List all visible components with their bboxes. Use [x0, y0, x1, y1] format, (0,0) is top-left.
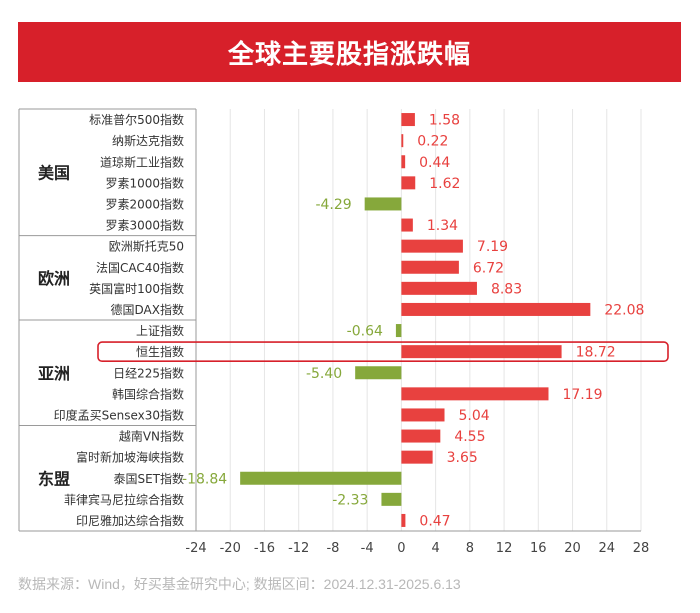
- bar: [401, 513, 406, 527]
- category-label: 罗素1000指数: [105, 175, 184, 190]
- bar: [401, 302, 591, 316]
- bar: [355, 366, 402, 380]
- category-label: 标准普尔500指数: [89, 112, 184, 127]
- x-tick-label: -24: [185, 541, 206, 556]
- x-tick-label: 8: [466, 541, 474, 556]
- value-label: 22.08: [604, 302, 644, 318]
- category-label: 富时新加坡海峡指数: [76, 450, 184, 465]
- bar: [401, 260, 459, 274]
- category-label: 菲律宾马尼拉综合指数: [64, 492, 184, 507]
- value-label: 1.58: [429, 113, 460, 129]
- x-tick-label: 28: [633, 541, 650, 556]
- x-tick-label: -16: [254, 541, 275, 556]
- bar: [401, 387, 549, 401]
- bar: [240, 471, 402, 485]
- x-tick-label: -8: [326, 541, 339, 556]
- x-tick-label: -20: [220, 541, 241, 556]
- category-label: 纳斯达克指数: [112, 133, 184, 148]
- value-label: -18.84: [182, 471, 227, 487]
- bar: [381, 492, 402, 506]
- category-label: 欧洲斯托克50: [109, 240, 184, 254]
- bar: [401, 408, 445, 422]
- bar: [401, 218, 413, 232]
- x-tick-label: 20: [564, 541, 581, 556]
- category-label: 罗素2000指数: [105, 196, 184, 211]
- value-label: 0.22: [417, 134, 448, 150]
- value-label: -2.33: [332, 492, 368, 508]
- x-tick-label: 4: [431, 541, 439, 556]
- value-label: -0.64: [347, 324, 383, 340]
- bar: [401, 450, 433, 464]
- category-label: 韩国综合指数: [112, 386, 184, 401]
- category-label: 罗素3000指数: [105, 218, 184, 233]
- category-label: 泰国SET指数: [113, 471, 184, 486]
- value-label: 6.72: [473, 260, 504, 276]
- bar: [401, 281, 477, 295]
- chart-title: 全球主要股指涨跌幅: [227, 39, 471, 70]
- group-label: 美国: [38, 163, 70, 182]
- x-tick-label: 24: [598, 541, 615, 556]
- value-label: 7.19: [477, 239, 508, 255]
- x-tick-label: -4: [361, 541, 374, 556]
- x-tick-label: 16: [530, 541, 547, 556]
- bar: [401, 239, 463, 253]
- bar: [401, 134, 404, 148]
- value-label: 1.62: [429, 176, 460, 192]
- category-label: 印尼雅加达综合指数: [76, 513, 184, 528]
- value-label: 3.65: [447, 450, 478, 466]
- bar: [401, 429, 441, 443]
- data-source-note: 数据来源：Wind，好买基金研究中心; 数据区间：2024.12.31-2025…: [18, 576, 461, 592]
- value-label: -4.29: [315, 197, 351, 213]
- value-label: 0.47: [419, 513, 450, 529]
- bar: [401, 113, 415, 127]
- value-label: -5.40: [306, 366, 342, 382]
- x-tick-label: 12: [496, 541, 513, 556]
- value-label: 8.83: [491, 281, 522, 297]
- category-label: 恒生指数: [136, 344, 184, 359]
- category-label: 德国DAX指数: [111, 302, 184, 317]
- value-label: 1.34: [427, 218, 458, 234]
- value-label: 4.55: [454, 429, 485, 445]
- group-label: 欧洲: [38, 269, 70, 288]
- category-label: 越南VN指数: [119, 429, 184, 444]
- group-label: 东盟: [38, 469, 70, 488]
- value-label: 5.04: [459, 408, 490, 424]
- group-label: 亚洲: [38, 364, 70, 383]
- category-label: 法国CAC40指数: [96, 260, 184, 275]
- category-label: 印度孟买Sensex30指数: [54, 407, 184, 422]
- highlight-frame: [97, 341, 669, 363]
- category-label: 上证指数: [136, 323, 184, 338]
- x-tick-label: 0: [397, 541, 405, 556]
- bar: [401, 176, 416, 190]
- bar: [364, 197, 402, 211]
- category-label: 道琼斯工业指数: [100, 154, 184, 169]
- chart-title-banner: 全球主要股指涨跌幅: [18, 22, 681, 82]
- bar: [401, 345, 562, 359]
- category-label: 英国富时100指数: [89, 281, 184, 296]
- value-label: 18.72: [576, 345, 616, 361]
- category-label: 日经225指数: [113, 365, 184, 380]
- bar: [401, 155, 406, 169]
- bar: [395, 324, 402, 338]
- x-tick-label: -12: [288, 541, 309, 556]
- value-label: 17.19: [562, 387, 602, 403]
- value-label: 0.44: [419, 155, 450, 171]
